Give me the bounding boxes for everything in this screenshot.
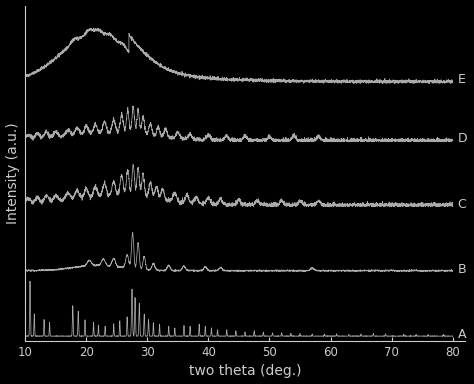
Text: C: C: [457, 198, 466, 211]
Text: A: A: [457, 328, 466, 341]
X-axis label: two theta (deg.): two theta (deg.): [189, 364, 301, 379]
Y-axis label: Intensity (a.u.): Intensity (a.u.): [6, 122, 19, 224]
Text: E: E: [457, 73, 465, 86]
Text: D: D: [457, 132, 467, 146]
Text: B: B: [457, 263, 466, 276]
